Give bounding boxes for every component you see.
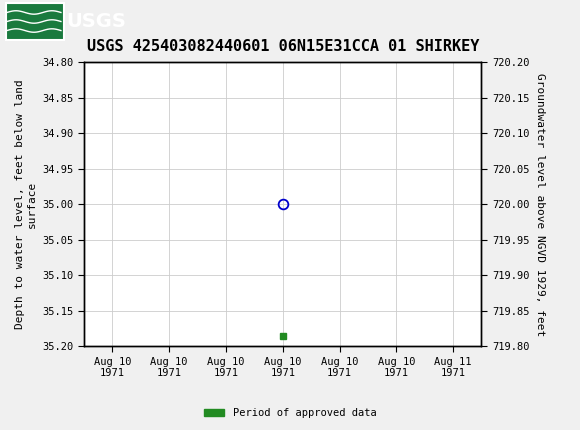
Y-axis label: Groundwater level above NGVD 1929, feet: Groundwater level above NGVD 1929, feet [535,73,545,336]
Y-axis label: Depth to water level, feet below land
surface: Depth to water level, feet below land su… [15,80,37,329]
Bar [6,3,64,40]
Legend: Period of approved data: Period of approved data [200,404,380,423]
Title: USGS 425403082440601 06N15E31CCA 01 SHIRKEY: USGS 425403082440601 06N15E31CCA 01 SHIR… [86,39,479,54]
Text: USGS: USGS [67,12,126,31]
